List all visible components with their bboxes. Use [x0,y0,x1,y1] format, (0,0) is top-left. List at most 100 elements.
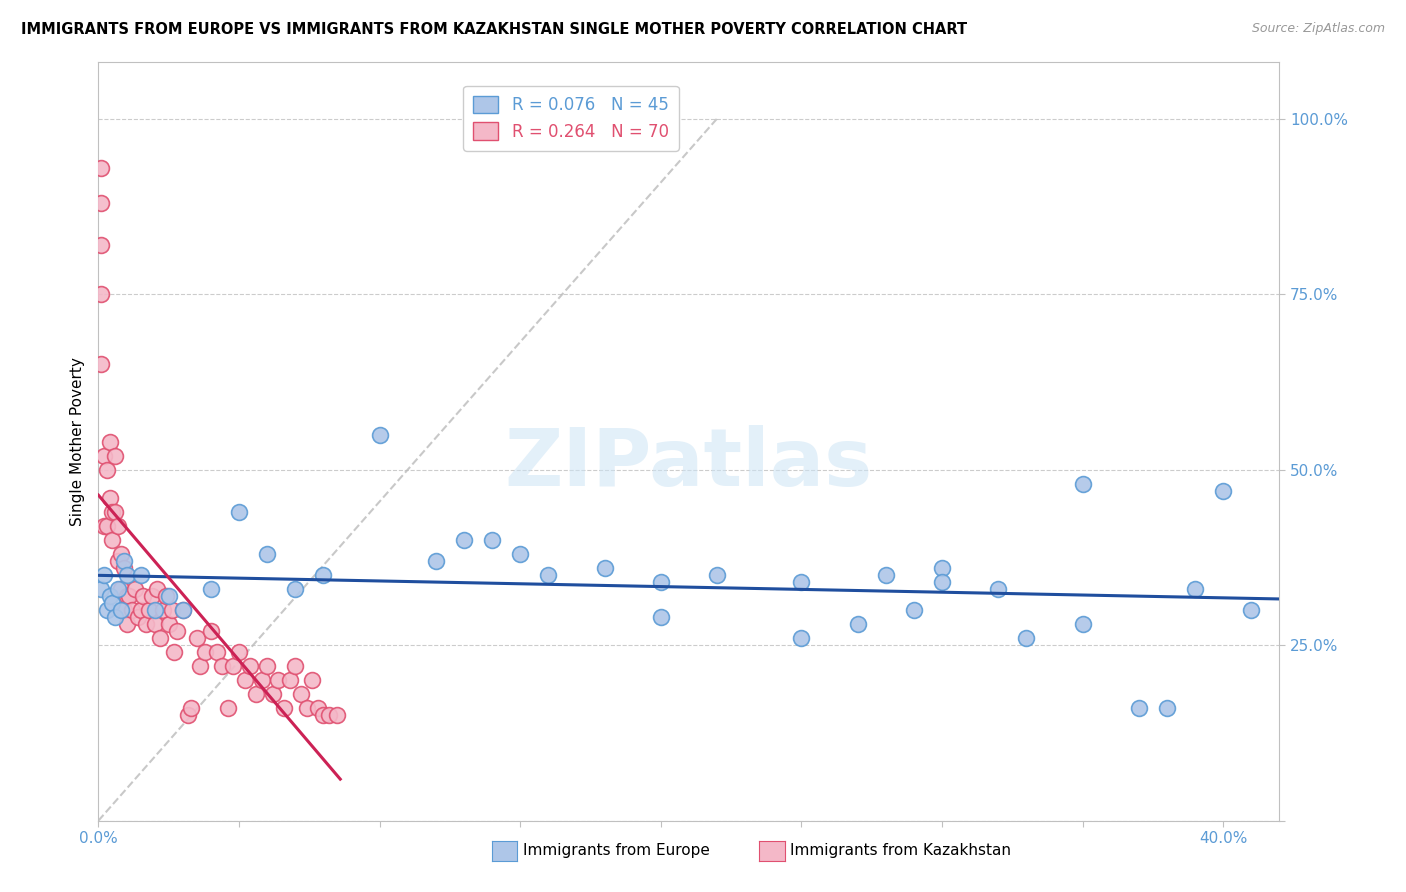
Point [987,582,1010,596]
Point [112,603,135,617]
Point [121,603,143,617]
Point [307,701,329,715]
Point [205,645,228,659]
Point [301,673,323,688]
Point [1015,631,1038,645]
Text: Source: ZipAtlas.com: Source: ZipAtlas.com [1251,22,1385,36]
Point [98,434,121,449]
Point [284,582,307,596]
Point [509,547,531,561]
Point [93,568,115,582]
Point [1128,701,1150,715]
Point [107,518,129,533]
Point [104,610,127,624]
Point [107,582,129,596]
Point [104,449,127,463]
Point [245,687,267,701]
Point [90,582,112,596]
Point [110,547,132,561]
Point [141,589,163,603]
Point [160,603,183,617]
Point [256,547,278,561]
Point [96,603,118,617]
Point [90,195,112,210]
Point [222,659,245,673]
Point [200,582,222,596]
Point [1071,476,1094,491]
Point [706,568,728,582]
Point [284,659,307,673]
Point [312,708,335,723]
Point [790,574,813,589]
Point [96,518,118,533]
Point [650,610,672,624]
Point [1240,603,1263,617]
Point [262,687,284,701]
Point [146,582,169,596]
Point [107,554,129,568]
Point [96,462,118,476]
Point [115,617,138,632]
Point [110,582,132,596]
Point [481,533,503,547]
Point [228,645,250,659]
Point [115,568,138,582]
Point [846,617,869,632]
Point [217,701,239,715]
Point [132,589,155,603]
Point [112,561,135,575]
Text: Immigrants from Europe: Immigrants from Europe [523,844,710,858]
Point [267,673,290,688]
Point [453,533,475,547]
Point [931,561,953,575]
Text: ZIPatlas: ZIPatlas [505,425,873,503]
Point [239,659,262,673]
Point [149,631,172,645]
Point [90,357,112,371]
Point [1156,701,1178,715]
Point [93,449,115,463]
Point [326,708,349,723]
Point [256,659,278,673]
Point [278,673,301,688]
Point [166,624,188,639]
Point [593,561,616,575]
Point [295,701,318,715]
Point [650,574,672,589]
Point [186,631,208,645]
Point [180,701,202,715]
Point [312,568,335,582]
Point [172,603,194,617]
Point [124,582,146,596]
Point [200,624,222,639]
Point [177,708,200,723]
Point [172,603,194,617]
Text: IMMIGRANTS FROM EUROPE VS IMMIGRANTS FROM KAZAKHSTAN SINGLE MOTHER POVERTY CORRE: IMMIGRANTS FROM EUROPE VS IMMIGRANTS FRO… [21,22,967,37]
Point [903,603,925,617]
Point [290,687,312,701]
Legend: R = 0.076   N = 45, R = 0.264   N = 70: R = 0.076 N = 45, R = 0.264 N = 70 [463,86,679,151]
Point [318,708,340,723]
Point [537,568,560,582]
Point [115,589,138,603]
Point [163,645,186,659]
Point [127,610,149,624]
Point [273,701,295,715]
Point [129,603,152,617]
Point [143,617,166,632]
Point [118,589,141,603]
Point [157,589,180,603]
Point [233,673,256,688]
Point [101,533,124,547]
Point [425,554,447,568]
Point [138,603,160,617]
Point [90,238,112,252]
Point [110,603,132,617]
Point [152,603,174,617]
Point [250,673,273,688]
Point [1071,617,1094,632]
Point [194,645,217,659]
Point [143,603,166,617]
Point [104,505,127,519]
Point [129,568,152,582]
